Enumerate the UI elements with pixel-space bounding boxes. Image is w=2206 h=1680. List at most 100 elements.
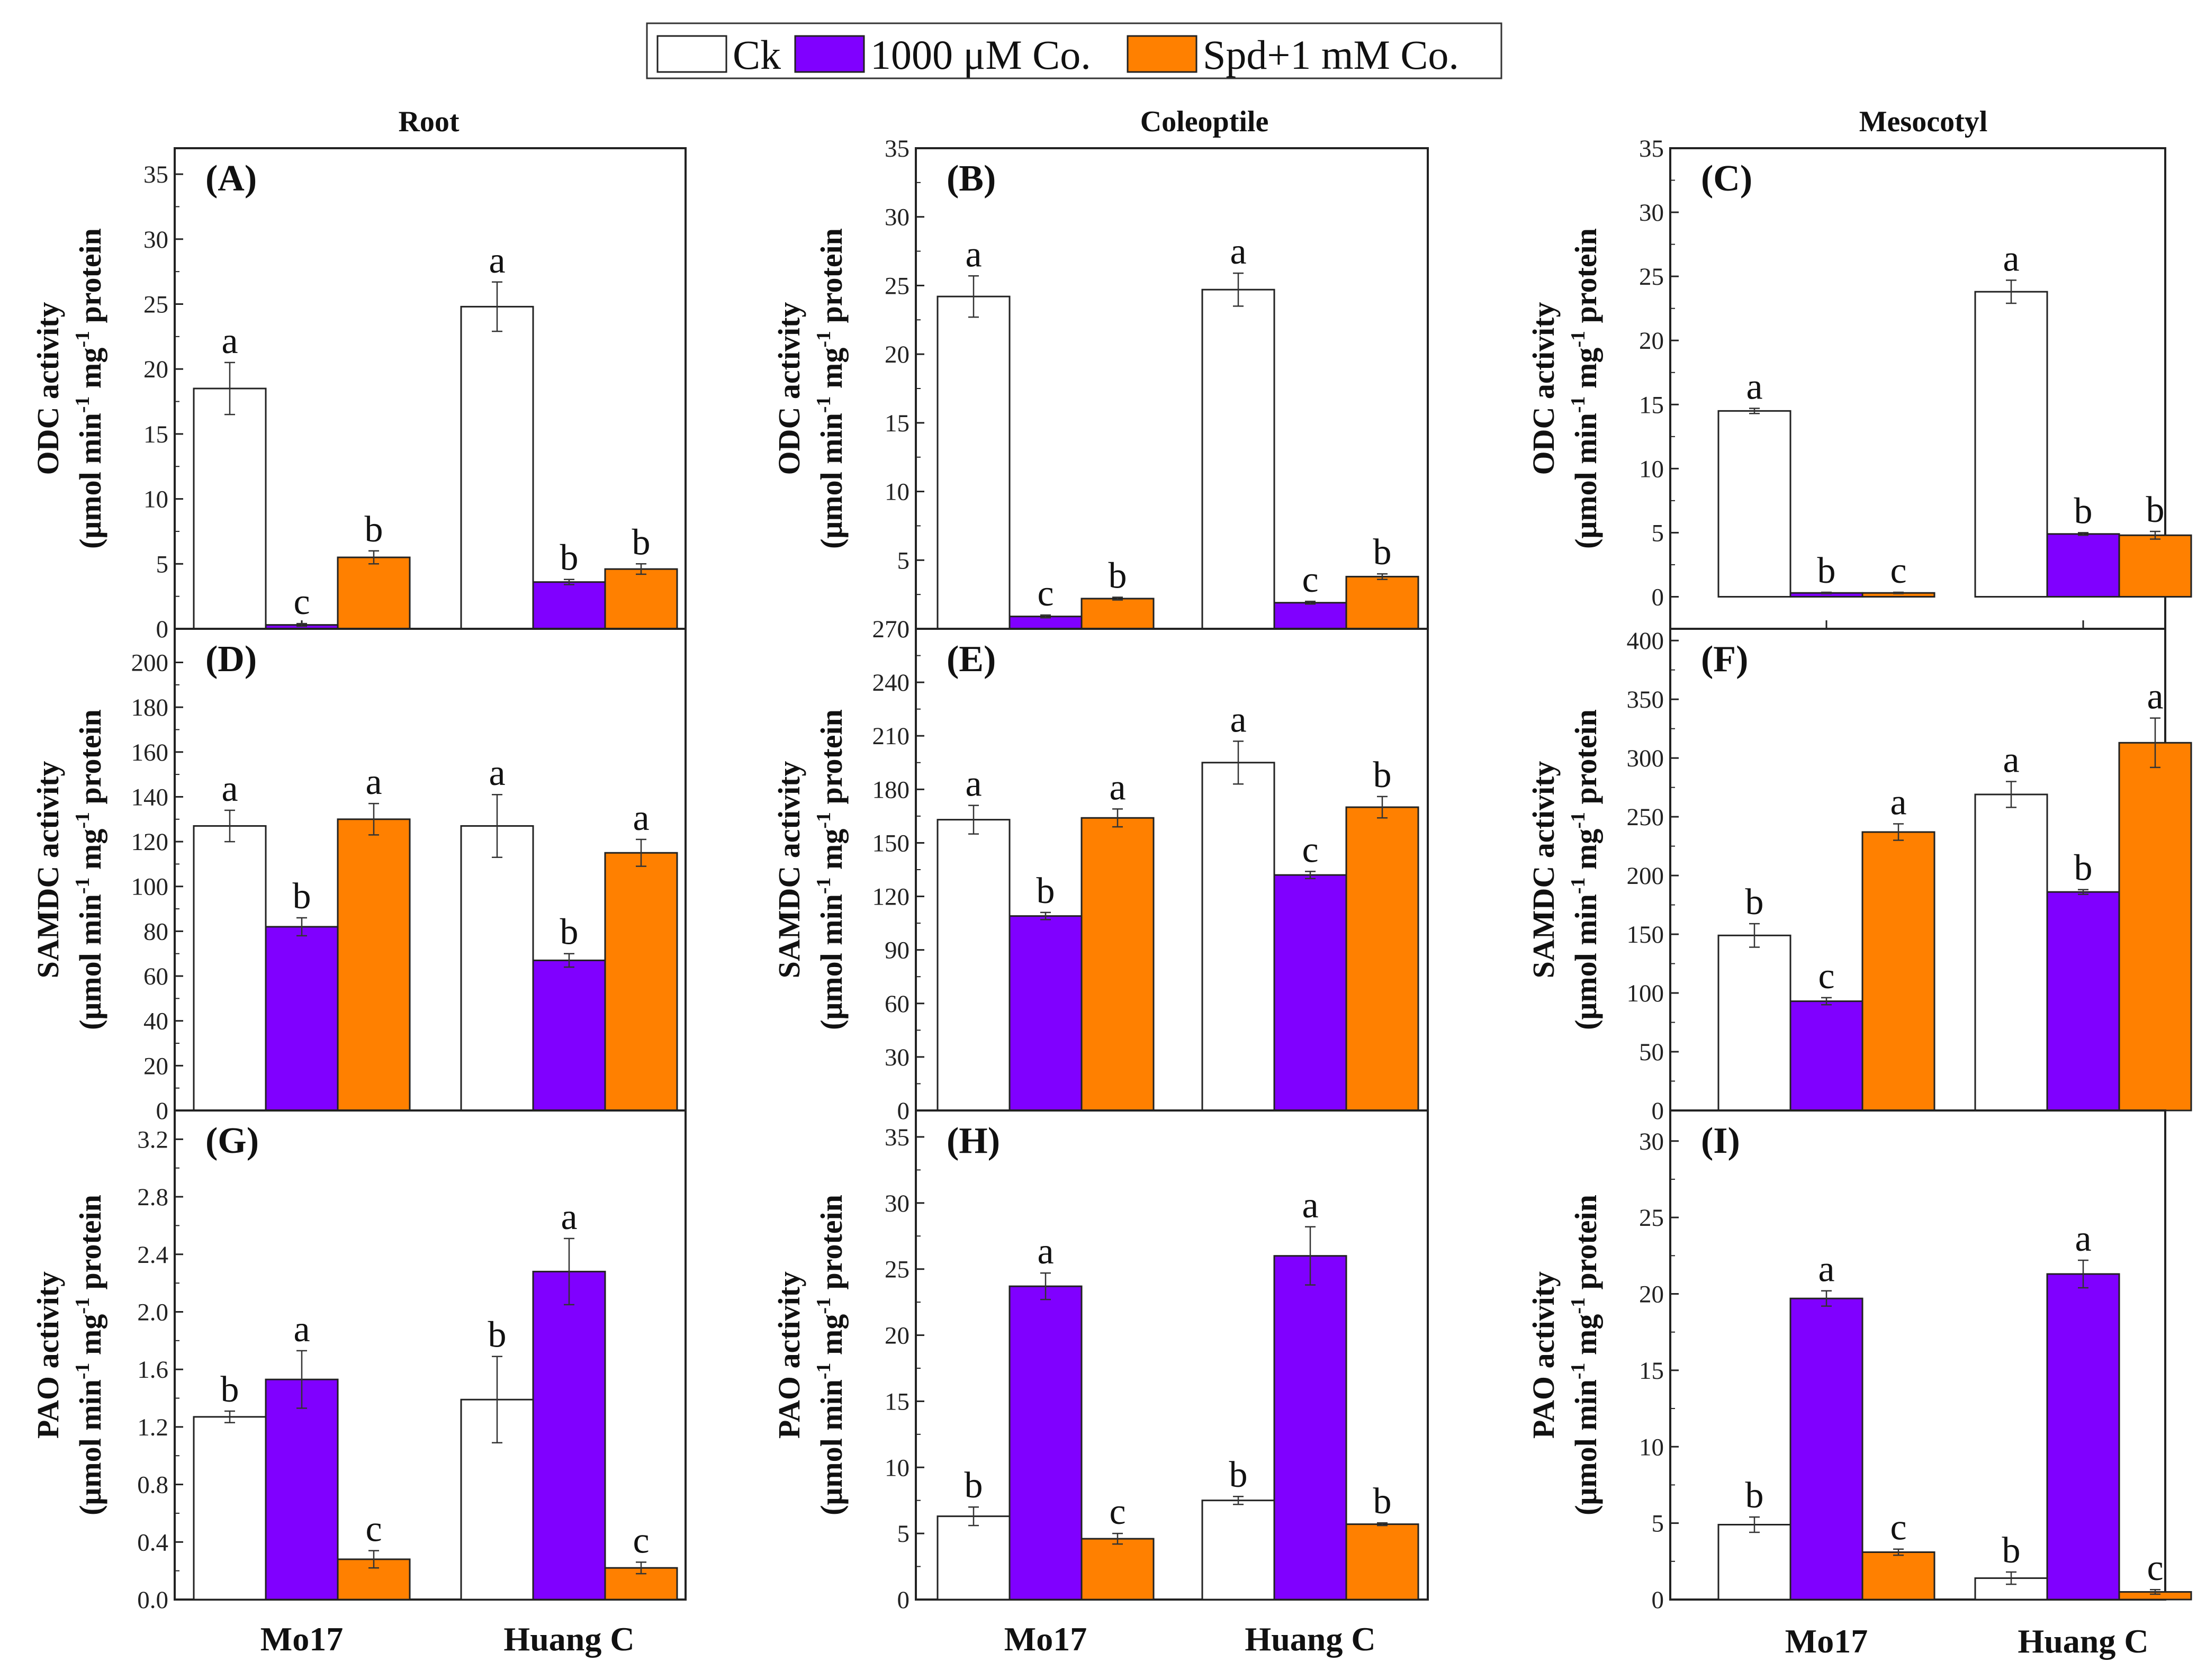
y-tick-label: 15 (885, 1388, 910, 1415)
significance-letter: b (965, 1465, 983, 1506)
significance-letter: a (221, 321, 238, 362)
significance-letter: c (365, 1509, 382, 1550)
bar-ck (1717, 410, 1791, 598)
significance-letter: a (1109, 767, 1125, 808)
y-tick-label: 200 (131, 649, 169, 676)
y-tick-label: 20 (1639, 1281, 1664, 1308)
significance-letter: c (633, 1520, 649, 1561)
significance-letter: b (1817, 550, 1836, 591)
plot-frame (915, 1109, 1429, 1601)
y-axis-unit: (μmol min-1 mg-1 protein (813, 1195, 849, 1515)
significance-letter: a (293, 1309, 310, 1350)
bar-1000-m-co- (1273, 874, 1347, 1112)
significance-letter: a (965, 764, 982, 805)
bar-1000-m-co- (2046, 891, 2120, 1112)
panel-label: (G) (205, 1121, 259, 1161)
category-label-huangc-col3: Huang C (2018, 1622, 2148, 1660)
significance-letter: c (1302, 829, 1318, 870)
significance-letter: c (1109, 1492, 1125, 1532)
significance-letter: b (2074, 491, 2093, 531)
y-tick-label: 200 (1627, 862, 1664, 890)
y-axis-unit: (μmol min-1 mg-1 protein (1567, 1195, 1603, 1515)
bar-1000-m-co- (532, 581, 606, 630)
category-label-mo17-col1: Mo17 (260, 1620, 343, 1658)
y-axis-unit: (μmol min-1 mg-1 protein (71, 228, 107, 549)
y-tick-label: 10 (1639, 455, 1664, 483)
bar-spd-1-mm-co- (2118, 534, 2192, 598)
significance-letter: a (1746, 367, 1762, 408)
y-axis-unit: (μmol min-1 mg-1 protein (1567, 709, 1603, 1030)
plot-frame (174, 1109, 687, 1601)
bar-1000-m-co- (2046, 533, 2120, 598)
y-tick-label: 180 (872, 776, 910, 803)
y-tick-label: 15 (1639, 391, 1664, 419)
bar-ck (460, 825, 534, 1112)
significance-letter: c (2147, 1548, 2163, 1588)
bar-ck (193, 1416, 267, 1601)
significance-letter: b (2002, 1530, 2021, 1571)
significance-letter: b (560, 538, 579, 579)
y-tick-label: 25 (885, 272, 910, 300)
significance-letter: b (488, 1315, 507, 1356)
legend-swatch-spd (1127, 35, 1197, 73)
panel-e: 0 30 60 90 120 150 180 210 240 270 a a b c a b (E) SAMDC … (772, 616, 1429, 1125)
y-tick-label: 120 (131, 828, 169, 856)
significance-letter: b (632, 522, 651, 563)
legend-swatch-ck (656, 35, 727, 73)
bar-ck (193, 825, 267, 1112)
significance-letter: a (1890, 782, 1906, 823)
y-axis-unit: (μmol min-1 mg-1 protein (71, 1195, 107, 1515)
panel-h: 0 5 10 15 20 25 30 35 b b a a c b (H) PAO activity(μmol… (772, 1109, 1429, 1614)
y-tick-label: 90 (885, 937, 910, 964)
y-axis-title: SAMDC activity (1526, 761, 1561, 979)
panel-i: 0 5 10 15 20 25 30 b b a a c c (I) PAO activity(μmol m… (1526, 1109, 2192, 1614)
y-tick-label: 270 (872, 616, 910, 643)
y-tick-label: 0 (1652, 583, 1664, 611)
y-tick-label: 10 (1639, 1433, 1664, 1461)
y-tick-label: 25 (1639, 263, 1664, 291)
y-tick-label: 35 (885, 135, 910, 162)
y-tick-label: 0.8 (137, 1471, 168, 1499)
significance-letter: a (489, 240, 505, 281)
y-axis-title: ODC activity (31, 302, 65, 475)
y-tick-label: 20 (885, 1322, 910, 1350)
legend-label-ck: Ck (733, 32, 781, 78)
y-tick-label: 2.8 (137, 1184, 168, 1211)
bar-ck (193, 387, 267, 630)
y-tick-label: 10 (885, 1454, 910, 1482)
significance-letter: a (489, 753, 505, 793)
significance-letter: c (293, 582, 310, 622)
bar-1000-m-co- (1009, 1285, 1083, 1601)
y-tick-label: 15 (885, 410, 910, 437)
column-title-coleoptile: Coleoptile (1140, 105, 1269, 138)
y-tick-label: 40 (143, 1008, 168, 1035)
y-tick-label: 1.6 (137, 1356, 168, 1384)
y-axis-unit: (μmol min-1 mg-1 protein (813, 709, 849, 1030)
y-tick-label: 5 (1652, 1510, 1664, 1538)
category-label-huangc-col2: Huang C (1245, 1620, 1375, 1658)
panel-a: 0 5 10 15 20 25 30 35 a a c b b b (A) ODC activity(μmol… (31, 147, 687, 643)
y-tick-label: 2.0 (137, 1298, 168, 1326)
y-axis-unit: (μmol min-1 mg-1 protein (813, 228, 849, 549)
significance-letter: b (293, 876, 311, 917)
bar-ck (1974, 793, 2048, 1112)
bar-ck (1201, 1500, 1275, 1601)
y-tick-label: 0.4 (137, 1529, 168, 1556)
significance-letter: a (1037, 1231, 1054, 1272)
bar-ck (1974, 291, 2048, 598)
panel-g: 0.0 0.4 0.8 1.2 1.6 2.0 2.4 2.8 3.2 b b a a c c (G) PAO … (31, 1109, 687, 1614)
significance-letter: a (633, 798, 649, 838)
significance-letter: c (1037, 573, 1054, 614)
y-tick-label: 5 (1652, 519, 1664, 547)
y-tick-label: 30 (1639, 199, 1664, 227)
bar-ck (1201, 762, 1275, 1112)
panel-label: (E) (947, 639, 996, 680)
panel-label: (H) (947, 1121, 1000, 1161)
y-axis-title: ODC activity (772, 302, 806, 475)
significance-letter: a (221, 769, 238, 809)
y-tick-label: 30 (885, 204, 910, 231)
significance-letter: a (2075, 1218, 2091, 1259)
y-tick-label: 100 (1627, 980, 1664, 1007)
significance-letter: b (1037, 871, 1055, 911)
bar-1000-m-co- (2046, 1273, 2120, 1601)
